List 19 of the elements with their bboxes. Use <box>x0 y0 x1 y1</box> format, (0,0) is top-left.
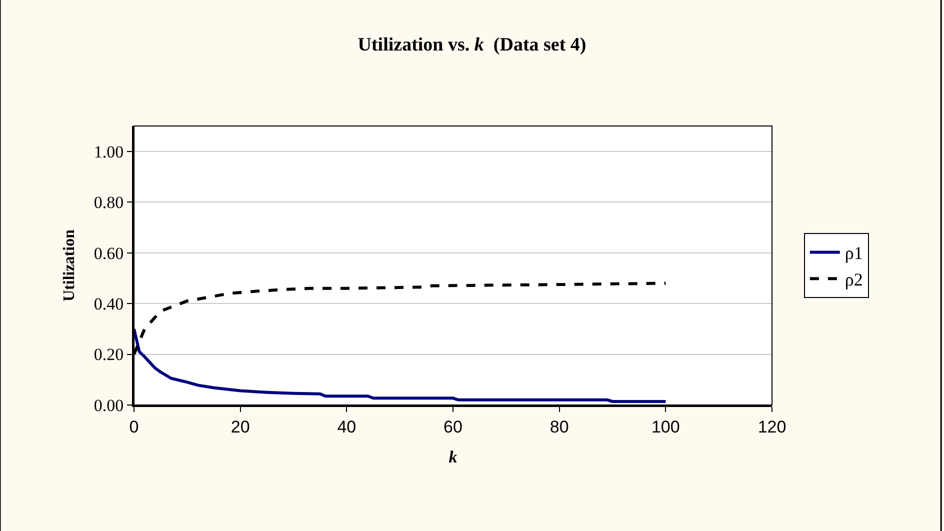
x-tick-label: 100 <box>651 417 680 436</box>
y-tick-label: 0.20 <box>94 345 124 364</box>
x-tick-label: 20 <box>230 417 250 436</box>
y-tick-label: 1.00 <box>94 142 124 162</box>
y-axis-title: Utilization <box>61 229 78 302</box>
x-tick-label: 120 <box>758 417 786 436</box>
x-tick-label: 60 <box>444 417 462 436</box>
legend-label: ρ2 <box>844 270 863 290</box>
y-tick-label: 0.80 <box>94 193 124 212</box>
x-tick-label: 80 <box>550 417 569 436</box>
x-tick-label: 0 <box>129 417 139 436</box>
line-series <box>134 327 668 403</box>
chart-title: Utilization vs. k (Data set 4) <box>358 34 586 56</box>
x-tick-label: 40 <box>337 417 356 436</box>
legend-label: ρ1 <box>844 243 863 264</box>
x-axis-title: k <box>448 447 458 466</box>
y-tick-label: 0.60 <box>94 244 124 263</box>
y-tick-label: 0.00 <box>94 396 124 415</box>
y-tick-label: 0.40 <box>94 294 124 314</box>
